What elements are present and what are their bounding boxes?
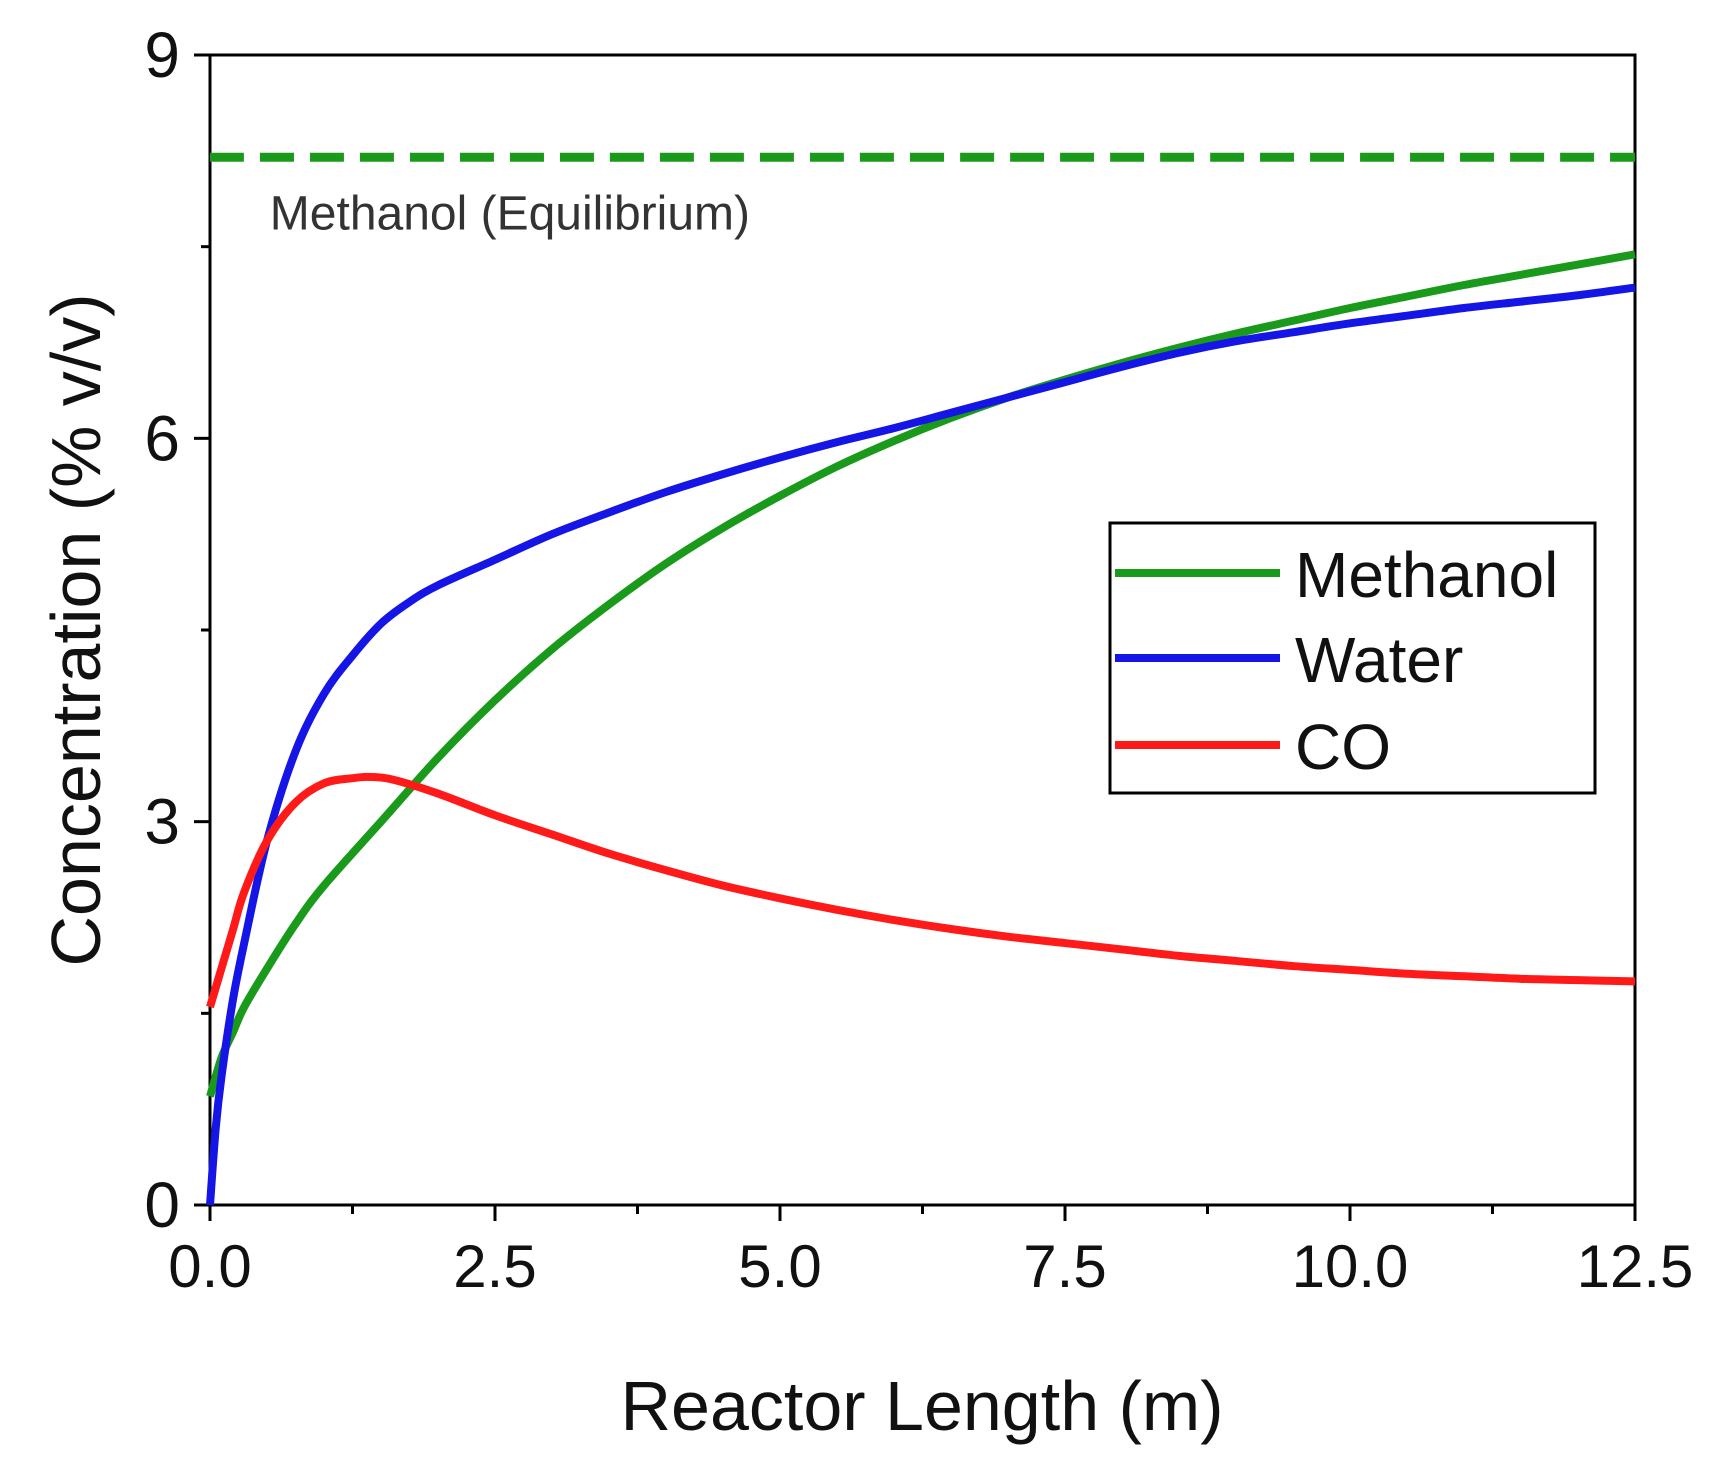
y-axis-label: Concentration (% v/v) (37, 293, 115, 966)
x-tick-label: 10.0 (1292, 1233, 1409, 1300)
x-tick-label: 12.5 (1577, 1233, 1694, 1300)
legend: Methanol Water CO (1108, 521, 1597, 795)
legend-label-methanol: Methanol (1295, 539, 1558, 611)
y-tick-label: 3 (144, 786, 180, 858)
series-line-co (206, 772, 1636, 1009)
x-tick-label: 5.0 (738, 1233, 821, 1300)
y-tick-label: 0 (144, 1169, 180, 1241)
y-tick-label: 6 (144, 402, 180, 474)
x-tick-label: 0.0 (168, 1233, 251, 1300)
x-tick-label: 2.5 (453, 1233, 536, 1300)
x-axis-ticks: 0.0 2.5 5.0 7.5 10.0 12.5 (168, 1205, 1693, 1300)
series-layer (206, 152, 1636, 1206)
y-axis-ticks: 0 3 6 9 (144, 19, 210, 1241)
x-tick-label: 7.5 (1023, 1233, 1106, 1300)
series-line-methanol (206, 250, 1636, 1098)
y-tick-label: 9 (144, 19, 180, 91)
legend-label-water: Water (1295, 624, 1463, 696)
equilibrium-annotation: Methanol (Equilibrium) (270, 188, 750, 241)
legend-label-co: CO (1295, 711, 1391, 783)
x-axis-label: Reactor Length (m) (620, 1367, 1223, 1445)
